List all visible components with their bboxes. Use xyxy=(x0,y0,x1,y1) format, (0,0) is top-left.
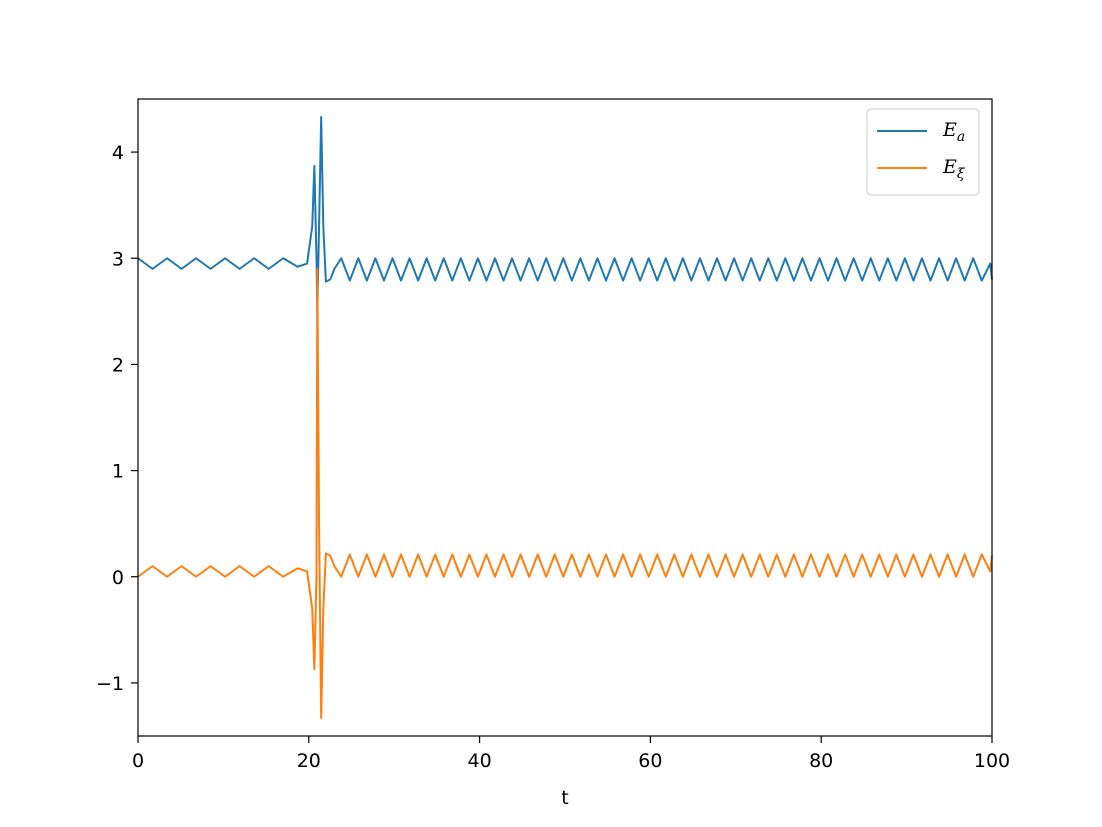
x-tick-label: 20 xyxy=(297,750,321,772)
plot-area xyxy=(137,116,993,719)
y-tick-label: −1 xyxy=(96,673,124,695)
x-axis-label: t xyxy=(561,787,568,809)
axes-frame xyxy=(137,98,993,737)
y-tick-label: 1 xyxy=(112,461,124,483)
legend-box xyxy=(866,108,980,196)
y-tick-label: 2 xyxy=(112,354,124,376)
x-tick-label: 0 xyxy=(132,750,144,772)
x-tick-label: 80 xyxy=(809,750,833,772)
y-tick-label: 4 xyxy=(112,142,124,164)
legend-subscript: a xyxy=(957,129,965,145)
series-line-1 xyxy=(137,267,993,719)
axis-ticks: 0 20 40 60 80 100 −1 0 1 2 3 4 xyxy=(96,142,1010,772)
x-tick-label: 60 xyxy=(638,750,662,772)
x-tick-label: 100 xyxy=(974,750,1010,772)
y-tick-label: 3 xyxy=(112,248,124,270)
y-tick-label: 0 xyxy=(112,567,124,589)
series-line-0 xyxy=(137,116,993,313)
x-tick-label: 40 xyxy=(468,750,492,772)
legend-subscript: ξ xyxy=(957,166,966,182)
